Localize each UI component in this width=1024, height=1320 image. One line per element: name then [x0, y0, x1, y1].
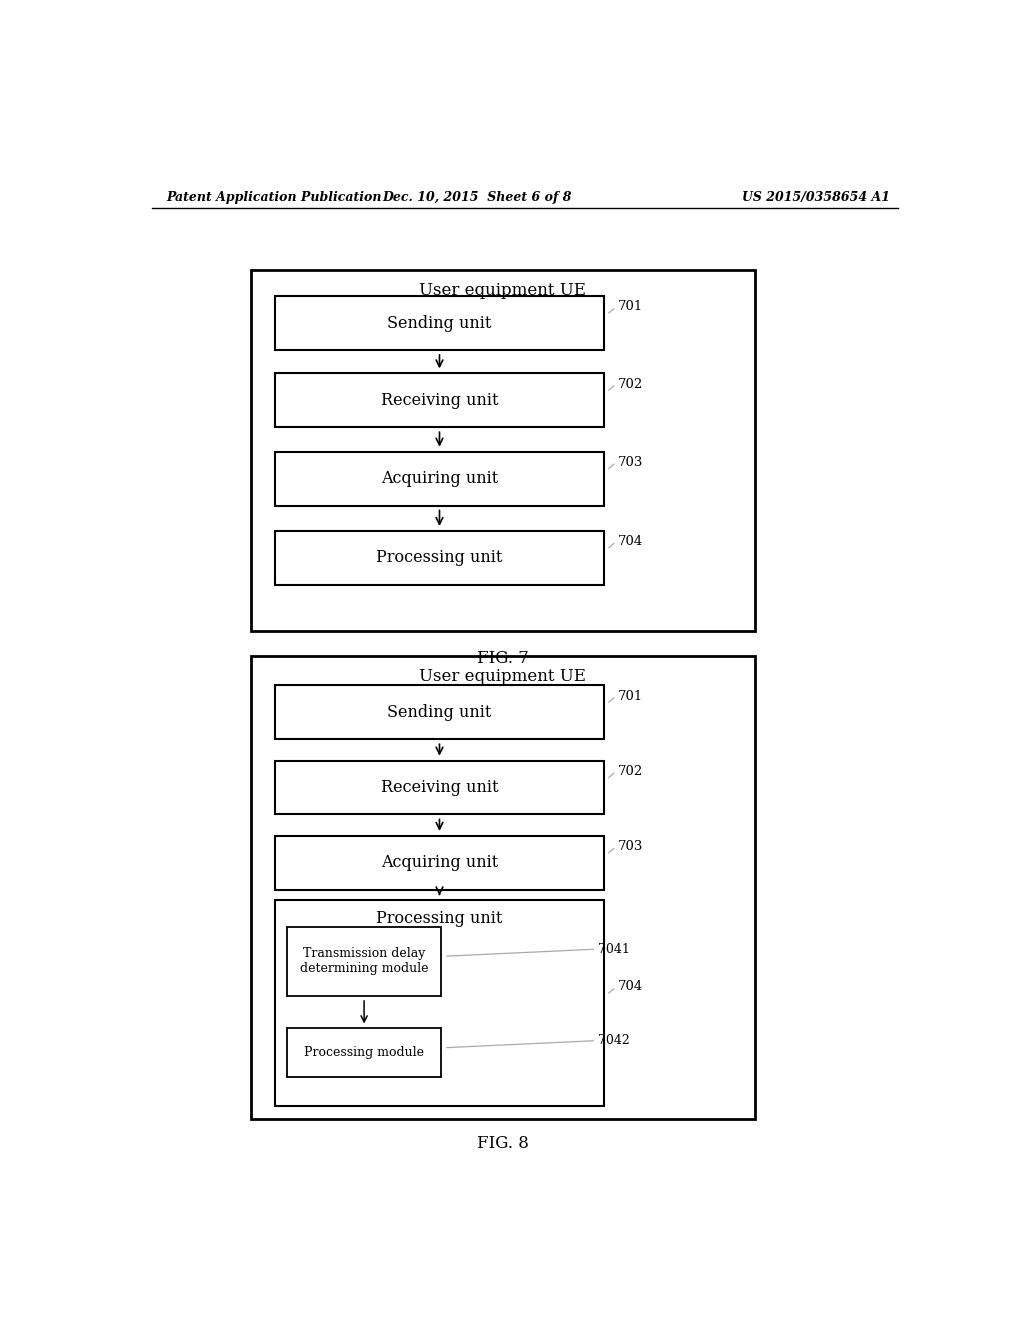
Text: Acquiring unit: Acquiring unit: [381, 854, 498, 871]
Text: 702: 702: [617, 378, 643, 391]
Text: 7042: 7042: [598, 1034, 630, 1047]
Bar: [287, 1028, 441, 1077]
Text: 7041: 7041: [598, 942, 630, 956]
Text: 702: 702: [617, 764, 643, 777]
Bar: [251, 271, 755, 631]
Text: Patent Application Publication: Patent Application Publication: [166, 190, 382, 203]
Text: User equipment UE: User equipment UE: [420, 668, 587, 685]
Text: FIG. 8: FIG. 8: [477, 1135, 529, 1152]
Bar: [274, 685, 604, 739]
Text: 701: 701: [617, 300, 643, 313]
Text: Sending unit: Sending unit: [387, 704, 492, 721]
Text: Dec. 10, 2015  Sheet 6 of 8: Dec. 10, 2015 Sheet 6 of 8: [382, 190, 572, 203]
Text: 703: 703: [617, 840, 643, 853]
Bar: [287, 927, 441, 995]
Text: 704: 704: [617, 981, 643, 993]
Text: US 2015/0358654 A1: US 2015/0358654 A1: [741, 190, 890, 203]
Text: Sending unit: Sending unit: [387, 314, 492, 331]
Text: 703: 703: [617, 455, 643, 469]
Text: Transmission delay
determining module: Transmission delay determining module: [300, 948, 428, 975]
Text: Acquiring unit: Acquiring unit: [381, 470, 498, 487]
Text: Receiving unit: Receiving unit: [381, 779, 499, 796]
Text: Receiving unit: Receiving unit: [381, 392, 499, 409]
Text: Processing module: Processing module: [304, 1047, 424, 1060]
Text: Processing unit: Processing unit: [376, 549, 503, 566]
Bar: [251, 656, 755, 1119]
Bar: [274, 900, 604, 1106]
Text: User equipment UE: User equipment UE: [420, 282, 587, 300]
Bar: [274, 451, 604, 506]
Bar: [274, 296, 604, 350]
Text: 704: 704: [617, 535, 643, 548]
Bar: [274, 760, 604, 814]
Text: Processing unit: Processing unit: [376, 911, 503, 927]
Bar: [274, 836, 604, 890]
Bar: [274, 531, 604, 585]
Text: 701: 701: [617, 689, 643, 702]
Text: FIG. 7: FIG. 7: [477, 649, 529, 667]
Bar: [274, 374, 604, 428]
